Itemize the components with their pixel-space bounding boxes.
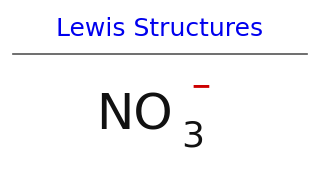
Text: 3: 3: [181, 120, 204, 154]
Text: −: −: [190, 74, 212, 98]
Text: Lewis Structures: Lewis Structures: [56, 17, 264, 41]
Text: NO: NO: [96, 91, 172, 139]
